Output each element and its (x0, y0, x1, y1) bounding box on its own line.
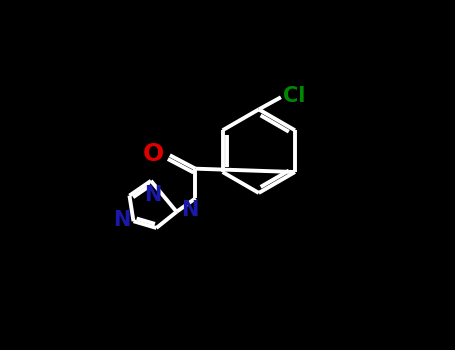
Text: N: N (181, 199, 198, 220)
Text: Cl: Cl (283, 86, 305, 106)
Text: O: O (143, 142, 164, 166)
Text: N: N (113, 210, 131, 230)
Text: N: N (144, 185, 161, 205)
